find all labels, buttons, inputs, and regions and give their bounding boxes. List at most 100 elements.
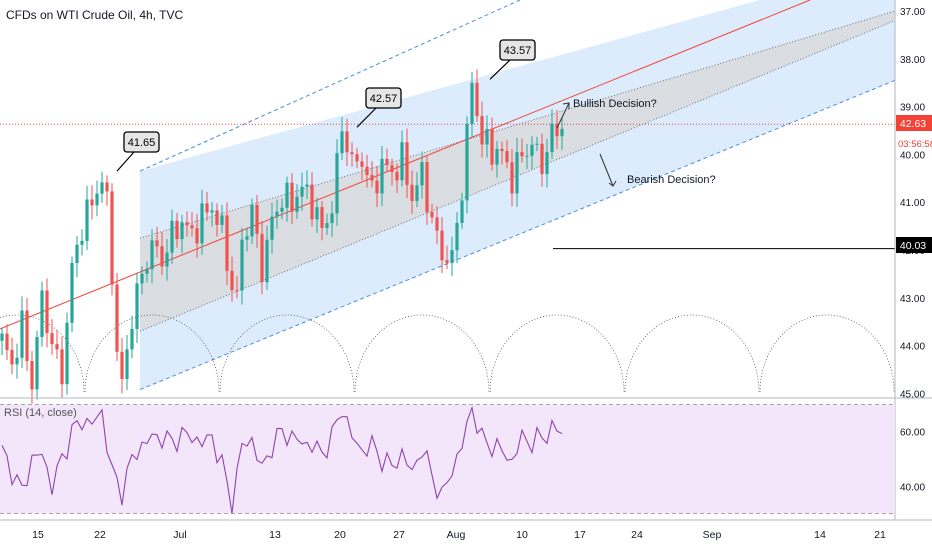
bullish-annotation: Bullish Decision? [556, 98, 657, 129]
candle-body [550, 123, 554, 153]
candle-body [340, 131, 344, 154]
candle-body [555, 123, 559, 137]
candle-body [490, 128, 494, 165]
cycle-arcs [0, 314, 895, 393]
callout-box [499, 39, 536, 61]
bullish-arrow-head [562, 102, 570, 109]
candle-body [285, 182, 289, 208]
price-scale-bg[interactable] [895, 0, 932, 520]
candle-body [140, 273, 144, 284]
candle-body [505, 151, 509, 163]
candle-body [210, 210, 214, 213]
candle-body [525, 155, 529, 157]
cycle-arc [759, 314, 895, 393]
callout-pointer [489, 59, 511, 80]
bearish-arrow-head [608, 180, 617, 187]
candle-body [500, 148, 504, 152]
candle-body [270, 216, 274, 240]
candle-body [130, 328, 134, 350]
candle-body [560, 128, 564, 137]
candle-body [215, 210, 219, 225]
trend-line [0, 0, 811, 330]
candle-body [410, 184, 414, 201]
candle-body [125, 349, 129, 379]
bearish-arrow [599, 153, 614, 187]
outer-channel-lower-line [139, 79, 896, 391]
support-price-value: 40.03 [900, 240, 926, 252]
current-price-value: 42.63 [900, 118, 926, 130]
rsi-scale-ticks: 60.00 40.00 [900, 428, 925, 494]
candle-body [350, 152, 354, 155]
candle-body [45, 290, 49, 334]
time-tick-label: 27 [393, 529, 405, 541]
candle-body [400, 142, 404, 181]
cycle-arc [354, 314, 490, 393]
candle-body [335, 153, 339, 214]
callout-value: 41.65 [128, 137, 156, 149]
candle-body [145, 269, 149, 274]
candle-body [465, 123, 469, 201]
candle-body [295, 196, 299, 212]
candle-body [360, 161, 364, 167]
candle-body [240, 239, 244, 291]
candle-body [445, 260, 449, 263]
candle-body [540, 143, 544, 175]
peak-callout: 43.57 [489, 39, 536, 80]
candle-body [190, 225, 194, 229]
candle-body [425, 162, 429, 212]
candle-body [250, 205, 254, 237]
time-tick-label: Sep [703, 529, 722, 541]
time-tick-label: 24 [631, 529, 643, 541]
callout-value: 42.57 [370, 93, 398, 105]
candle-body [135, 283, 139, 329]
price-tick-label: 38.00 [900, 55, 925, 66]
candle-body [450, 250, 454, 263]
inner-channel-upper-line [139, 10, 896, 239]
price-tick-label: 40.00 [900, 150, 925, 161]
cycle-arc [489, 314, 625, 393]
cycle-arc [624, 314, 760, 393]
candle-body [385, 158, 389, 166]
candle-body [15, 357, 19, 365]
candle-body [55, 344, 59, 350]
candle-body [150, 240, 154, 270]
candle-body [170, 220, 174, 253]
candle-body [30, 360, 34, 390]
candle-body [225, 215, 229, 271]
candle-body [180, 222, 184, 240]
candle-body [100, 182, 104, 194]
peak-callout: 42.57 [356, 87, 402, 128]
candle-body [395, 171, 399, 181]
candle-body [430, 211, 434, 218]
candle-body [230, 270, 234, 291]
candle-body [330, 213, 334, 224]
candle-body [300, 186, 304, 197]
candle-body [320, 207, 324, 228]
candle-body [415, 185, 419, 201]
candle-body [75, 244, 79, 263]
candle-body [420, 162, 424, 186]
rsi-tick-label: 40.00 [900, 482, 925, 493]
bullish-arrow [556, 102, 570, 129]
candle-body [120, 351, 124, 379]
candle-body [70, 262, 74, 323]
candle-body [195, 228, 199, 244]
rsi-tick-label: 60.00 [900, 428, 925, 439]
candle-body [480, 116, 484, 145]
candle-body [485, 128, 489, 145]
candle-body [375, 180, 379, 194]
candle-body [115, 284, 119, 352]
candle-body [105, 182, 109, 192]
candle-body [455, 222, 459, 251]
candle-body [110, 191, 114, 285]
time-tick-label: 22 [94, 529, 106, 541]
candle-body [475, 82, 479, 117]
candle-body [185, 222, 189, 226]
candle-body [325, 223, 329, 228]
candle-body [390, 165, 394, 172]
callout-box [123, 131, 160, 153]
time-tick-label: 10 [516, 529, 528, 541]
candle-body [380, 158, 384, 194]
time-tick-label: Jul [173, 529, 186, 541]
